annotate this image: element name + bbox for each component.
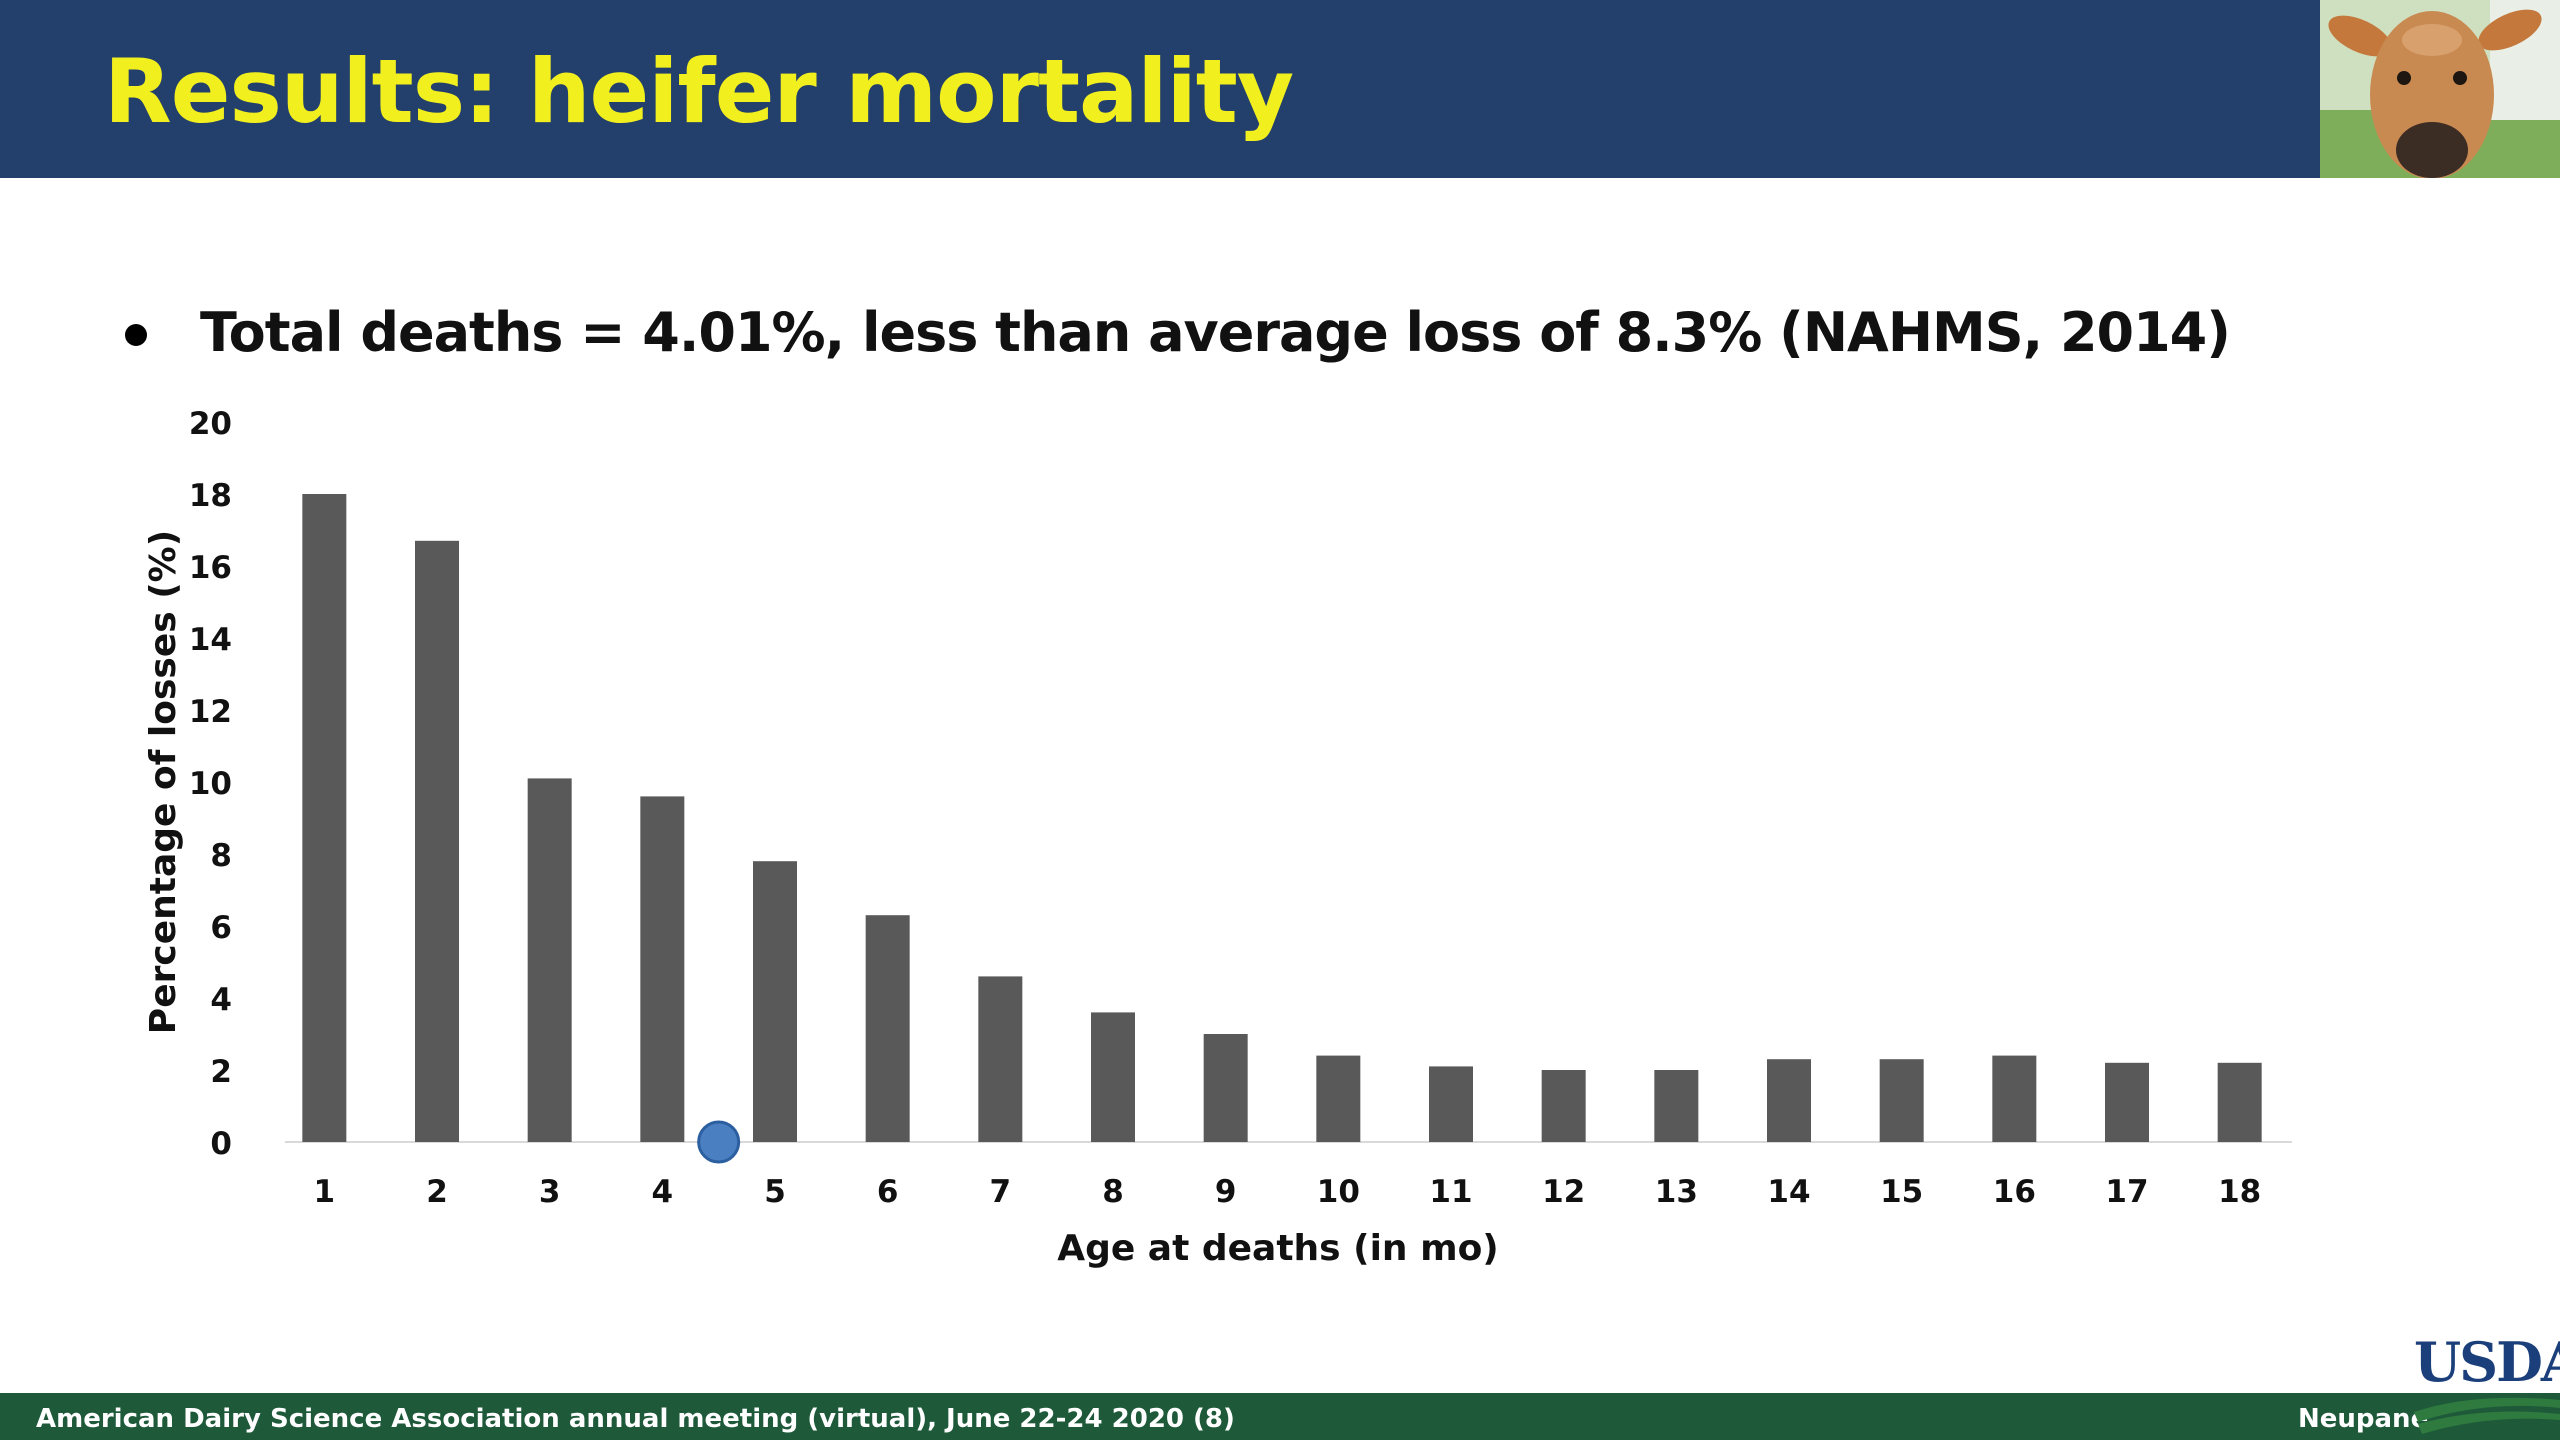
bar [415,540,459,1142]
x-tick-label: 10 [1317,1174,1360,1210]
x-tick-label: 1 [314,1174,336,1210]
x-tick-label: 7 [990,1174,1012,1210]
y-tick-label: 14 [189,622,232,658]
bar [1316,1055,1361,1142]
bar [1203,1034,1248,1142]
y-tick-label: 20 [189,406,232,442]
presenter-name: Neupane [2298,1404,2429,1434]
y-tick-label: 12 [189,694,232,730]
bar [978,976,1023,1142]
x-tick-label: 5 [764,1174,786,1210]
x-tick-label: 13 [1655,1174,1698,1210]
calf-photo [2320,0,2560,178]
x-tick-label: 11 [1429,1174,1472,1210]
bar [865,915,910,1142]
y-tick-label: 16 [189,550,232,586]
bar [2105,1062,2149,1142]
bar [640,796,685,1142]
bar [527,778,572,1142]
x-tick-label: 9 [1215,1174,1237,1210]
x-tick-label: 16 [1993,1174,2036,1210]
footer-bar [0,1393,2560,1440]
x-tick-label: 17 [2105,1174,2148,1210]
y-tick-label: 8 [210,838,232,874]
usda-swoosh-icon [2414,1397,2560,1434]
bar [1767,1059,1811,1142]
bar [1429,1066,1473,1142]
x-axis-label: Age at deaths (in mo) [1057,1228,1499,1269]
y-tick-label: 6 [210,910,232,946]
bar [1879,1059,1924,1142]
slide-title: Results: heifer mortality [104,40,1294,143]
y-tick-label: 4 [210,982,232,1018]
calf-image [2320,0,2560,178]
usda-logo [2404,1330,2560,1440]
footer-text: American Dairy Science Association annua… [36,1404,1235,1434]
x-tick-label: 18 [2218,1174,2261,1210]
bars [302,494,2262,1142]
x-tick-label: 15 [1880,1174,1923,1210]
y-tick-label: 2 [210,1054,232,1090]
x-tick-label: 2 [426,1174,448,1210]
y-tick-label: 0 [210,1126,232,1162]
bar [1541,1070,1586,1142]
usda-logo-text: USDA [2414,1330,2560,1394]
bar [302,494,347,1142]
x-axis-ticks: 1 2 3 4 5 6 7 8 9 10 11 12 13 14 15 16 17 18 [314,1174,2262,1210]
header-bar [0,0,2320,178]
bar [753,861,797,1142]
bullet-dot [125,324,147,346]
annotation-marker [697,1120,741,1164]
bar [2217,1062,2262,1142]
bullet-text: Total deaths = 4.01%, less than average … [200,301,2231,364]
bar [1992,1055,2037,1142]
bar [1091,1012,1135,1142]
bar [1654,1070,1699,1142]
y-axis-label: Percentage of losses (%) [143,530,184,1034]
y-tick-label: 18 [189,478,232,514]
x-tick-label: 12 [1542,1174,1585,1210]
y-axis-ticks: 0 2 4 6 8 10 12 14 16 18 20 [189,406,232,1162]
x-tick-label: 4 [652,1174,674,1210]
y-tick-label: 10 [189,766,232,802]
x-tick-label: 14 [1767,1174,1810,1210]
x-tick-label: 6 [877,1174,899,1210]
x-tick-label: 8 [1102,1174,1124,1210]
x-tick-label: 3 [539,1174,561,1210]
